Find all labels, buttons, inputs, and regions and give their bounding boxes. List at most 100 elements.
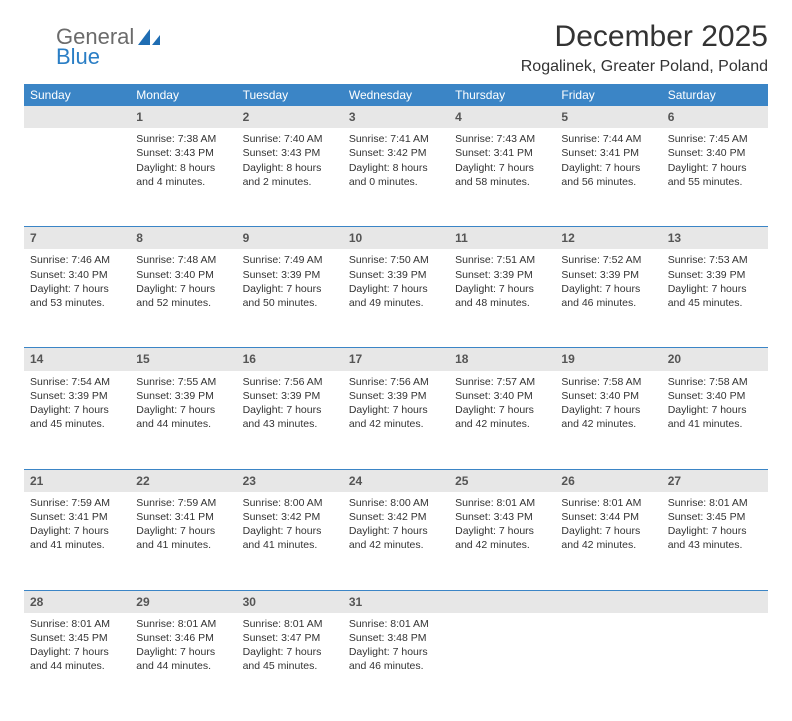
day-content-cell: Sunrise: 7:59 AMSunset: 3:41 PMDaylight:… <box>24 492 130 591</box>
day-content-cell: Sunrise: 8:01 AMSunset: 3:45 PMDaylight:… <box>24 613 130 711</box>
sunset-line: Sunset: 3:44 PM <box>561 510 655 524</box>
day-number-cell: 4 <box>449 106 555 128</box>
day-number-cell: 30 <box>237 590 343 613</box>
sunrise-line: Sunrise: 7:59 AM <box>30 496 124 510</box>
sunrise-line: Sunrise: 7:59 AM <box>136 496 230 510</box>
sunset-line: Sunset: 3:39 PM <box>561 268 655 282</box>
day-content-cell: Sunrise: 7:52 AMSunset: 3:39 PMDaylight:… <box>555 249 661 348</box>
day-number-cell: 19 <box>555 348 661 371</box>
day-content-cell <box>555 613 661 711</box>
day-content-cell: Sunrise: 7:51 AMSunset: 3:39 PMDaylight:… <box>449 249 555 348</box>
sunrise-line: Sunrise: 8:00 AM <box>349 496 443 510</box>
day-content-row: Sunrise: 8:01 AMSunset: 3:45 PMDaylight:… <box>24 613 768 711</box>
daylight-line: Daylight: 7 hours and 46 minutes. <box>561 282 655 310</box>
sunrise-line: Sunrise: 7:56 AM <box>243 375 337 389</box>
day-content-cell: Sunrise: 7:57 AMSunset: 3:40 PMDaylight:… <box>449 371 555 470</box>
day-content-cell: Sunrise: 7:59 AMSunset: 3:41 PMDaylight:… <box>130 492 236 591</box>
sunset-line: Sunset: 3:40 PM <box>136 268 230 282</box>
day-number-cell <box>662 590 768 613</box>
daylight-line: Daylight: 7 hours and 41 minutes. <box>668 403 762 431</box>
day-number-cell <box>555 590 661 613</box>
sunset-line: Sunset: 3:40 PM <box>668 389 762 403</box>
sunset-line: Sunset: 3:41 PM <box>30 510 124 524</box>
daylight-line: Daylight: 7 hours and 52 minutes. <box>136 282 230 310</box>
sunset-line: Sunset: 3:39 PM <box>349 389 443 403</box>
sunrise-line: Sunrise: 7:43 AM <box>455 132 549 146</box>
day-number-cell: 17 <box>343 348 449 371</box>
day-number-cell: 10 <box>343 227 449 250</box>
sunrise-line: Sunrise: 7:45 AM <box>668 132 762 146</box>
daylight-line: Daylight: 7 hours and 42 minutes. <box>561 403 655 431</box>
day-content-cell: Sunrise: 7:38 AMSunset: 3:43 PMDaylight:… <box>130 128 236 227</box>
daylight-line: Daylight: 7 hours and 43 minutes. <box>668 524 762 552</box>
day-content-cell: Sunrise: 7:58 AMSunset: 3:40 PMDaylight:… <box>555 371 661 470</box>
day-number-cell: 21 <box>24 469 130 492</box>
weekday-header-row: Sunday Monday Tuesday Wednesday Thursday… <box>24 84 768 106</box>
day-number-cell: 8 <box>130 227 236 250</box>
sunrise-line: Sunrise: 8:01 AM <box>561 496 655 510</box>
sunset-line: Sunset: 3:41 PM <box>455 146 549 160</box>
weekday-header: Friday <box>555 84 661 106</box>
day-number-cell: 25 <box>449 469 555 492</box>
day-number-cell: 29 <box>130 590 236 613</box>
day-number-cell: 5 <box>555 106 661 128</box>
day-number-cell: 16 <box>237 348 343 371</box>
calendar-table: Sunday Monday Tuesday Wednesday Thursday… <box>24 84 768 711</box>
sunrise-line: Sunrise: 7:46 AM <box>30 253 124 267</box>
day-content-cell: Sunrise: 7:54 AMSunset: 3:39 PMDaylight:… <box>24 371 130 470</box>
daylight-line: Daylight: 7 hours and 44 minutes. <box>30 645 124 673</box>
day-number-row: 21222324252627 <box>24 469 768 492</box>
day-content-cell: Sunrise: 7:43 AMSunset: 3:41 PMDaylight:… <box>449 128 555 227</box>
day-content-cell: Sunrise: 7:56 AMSunset: 3:39 PMDaylight:… <box>237 371 343 470</box>
daylight-line: Daylight: 7 hours and 49 minutes. <box>349 282 443 310</box>
day-number-row: 78910111213 <box>24 227 768 250</box>
day-number-cell: 2 <box>237 106 343 128</box>
day-content-cell: Sunrise: 7:56 AMSunset: 3:39 PMDaylight:… <box>343 371 449 470</box>
day-number-cell: 20 <box>662 348 768 371</box>
day-content-cell: Sunrise: 8:00 AMSunset: 3:42 PMDaylight:… <box>343 492 449 591</box>
brand-logo: General Blue <box>24 20 130 68</box>
daylight-line: Daylight: 7 hours and 46 minutes. <box>349 645 443 673</box>
sunset-line: Sunset: 3:39 PM <box>455 268 549 282</box>
day-content-row: Sunrise: 7:38 AMSunset: 3:43 PMDaylight:… <box>24 128 768 227</box>
daylight-line: Daylight: 8 hours and 4 minutes. <box>136 161 230 189</box>
sunset-line: Sunset: 3:39 PM <box>243 389 337 403</box>
daylight-line: Daylight: 7 hours and 41 minutes. <box>243 524 337 552</box>
daylight-line: Daylight: 7 hours and 45 minutes. <box>668 282 762 310</box>
sunset-line: Sunset: 3:40 PM <box>668 146 762 160</box>
day-number-cell: 22 <box>130 469 236 492</box>
day-content-cell <box>24 128 130 227</box>
sunset-line: Sunset: 3:45 PM <box>30 631 124 645</box>
page-title: December 2025 <box>521 20 768 54</box>
sunset-line: Sunset: 3:48 PM <box>349 631 443 645</box>
sunset-line: Sunset: 3:42 PM <box>349 510 443 524</box>
daylight-line: Daylight: 7 hours and 45 minutes. <box>243 645 337 673</box>
sunrise-line: Sunrise: 7:44 AM <box>561 132 655 146</box>
daylight-line: Daylight: 7 hours and 44 minutes. <box>136 403 230 431</box>
day-content-cell: Sunrise: 7:45 AMSunset: 3:40 PMDaylight:… <box>662 128 768 227</box>
day-number-cell: 26 <box>555 469 661 492</box>
brand-word-2: Blue <box>56 46 100 68</box>
sunrise-line: Sunrise: 7:52 AM <box>561 253 655 267</box>
sunrise-line: Sunrise: 7:48 AM <box>136 253 230 267</box>
sunrise-line: Sunrise: 7:40 AM <box>243 132 337 146</box>
day-number-cell: 27 <box>662 469 768 492</box>
sunset-line: Sunset: 3:39 PM <box>668 268 762 282</box>
sunset-line: Sunset: 3:43 PM <box>136 146 230 160</box>
day-content-row: Sunrise: 7:54 AMSunset: 3:39 PMDaylight:… <box>24 371 768 470</box>
sail-icon <box>136 27 162 47</box>
sunrise-line: Sunrise: 8:01 AM <box>136 617 230 631</box>
day-number-cell <box>24 106 130 128</box>
day-content-cell: Sunrise: 8:01 AMSunset: 3:43 PMDaylight:… <box>449 492 555 591</box>
sunrise-line: Sunrise: 7:58 AM <box>668 375 762 389</box>
day-number-cell: 1 <box>130 106 236 128</box>
daylight-line: Daylight: 8 hours and 2 minutes. <box>243 161 337 189</box>
day-number-cell <box>449 590 555 613</box>
sunset-line: Sunset: 3:40 PM <box>455 389 549 403</box>
daylight-line: Daylight: 7 hours and 42 minutes. <box>349 524 443 552</box>
weekday-header: Thursday <box>449 84 555 106</box>
daylight-line: Daylight: 7 hours and 56 minutes. <box>561 161 655 189</box>
day-number-cell: 11 <box>449 227 555 250</box>
sunset-line: Sunset: 3:46 PM <box>136 631 230 645</box>
day-content-cell: Sunrise: 7:53 AMSunset: 3:39 PMDaylight:… <box>662 249 768 348</box>
